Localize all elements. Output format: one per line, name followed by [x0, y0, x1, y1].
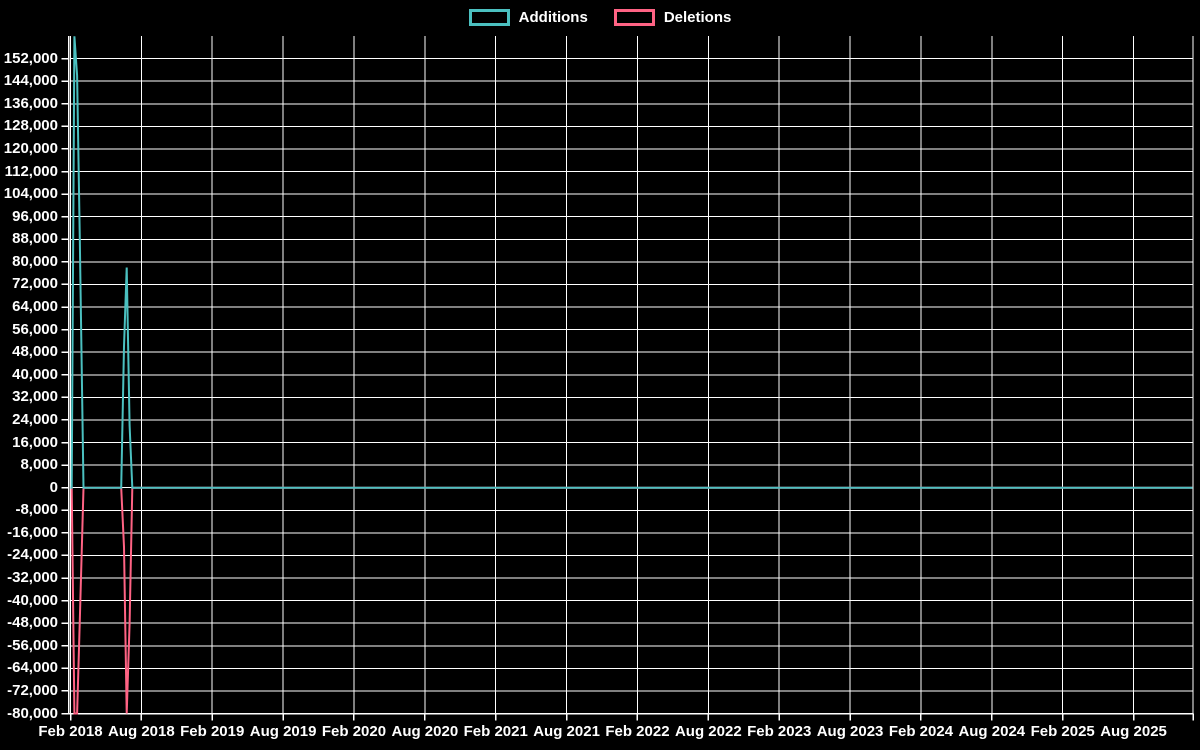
y-tick-label: 128,000: [3, 117, 58, 135]
y-tick-label: 32,000: [12, 388, 58, 406]
x-tick-label: Aug 2020: [391, 723, 459, 740]
y-tick-label: 0: [49, 478, 58, 496]
deletions-swatch-icon: [613, 8, 655, 26]
y-tick-label: 8,000: [20, 456, 58, 474]
legend-label-deletions: Deletions: [663, 8, 732, 26]
legend-label-additions: Additions: [518, 8, 588, 26]
x-tick-label: Feb 2023: [747, 723, 812, 740]
x-tick-label: Aug 2019: [249, 723, 317, 740]
y-tick-label: -8,000: [15, 501, 58, 519]
y-tick-label: -56,000: [7, 636, 58, 654]
y-tick-label: 16,000: [12, 433, 58, 451]
additions-swatch-icon: [468, 8, 510, 26]
x-tick-label: Aug 2022: [674, 723, 742, 740]
x-tick-label: Feb 2019: [180, 723, 245, 740]
x-tick-label: Feb 2018: [38, 723, 103, 740]
y-tick-label: 24,000: [12, 410, 58, 428]
x-tick-label: Aug 2024: [958, 723, 1026, 740]
series-line-additions: [70, 36, 1193, 489]
x-tick-label: Aug 2025: [1100, 723, 1167, 740]
y-tick-label: 120,000: [3, 139, 58, 157]
y-tick-label: 112,000: [4, 162, 58, 180]
y-tick-label: -40,000: [7, 591, 58, 609]
x-tick-label: Aug 2023: [816, 723, 884, 740]
y-tick-label: -24,000: [7, 546, 58, 564]
y-tick-label: -16,000: [7, 523, 58, 541]
x-tick-label: Feb 2022: [605, 723, 670, 740]
y-tick-label: -64,000: [7, 659, 58, 677]
x-tick-label: Aug 2018: [108, 723, 175, 740]
y-tick-label: 136,000: [3, 94, 58, 112]
y-tick-label: -32,000: [7, 569, 58, 586]
y-tick-label: 88,000: [12, 230, 58, 248]
y-tick-label: -72,000: [7, 681, 58, 699]
y-tick-label: -80,000: [7, 704, 58, 722]
legend-item-deletions[interactable]: Deletions: [613, 8, 732, 26]
y-tick-label: 144,000: [3, 72, 58, 90]
y-tick-label: 56,000: [12, 320, 58, 338]
y-tick-label: 40,000: [12, 365, 58, 383]
x-tick-label: Aug 2021: [533, 723, 600, 740]
y-tick-label: 80,000: [12, 252, 58, 270]
y-tick-label: 48,000: [12, 343, 58, 361]
y-tick-label: 96,000: [12, 207, 58, 225]
x-tick-label: Feb 2024: [888, 723, 954, 740]
x-tick-label: Feb 2021: [463, 723, 528, 740]
y-tick-label: 72,000: [12, 275, 58, 293]
x-tick-label: Feb 2020: [321, 723, 387, 740]
y-tick-label: -48,000: [7, 614, 58, 632]
y-tick-label: 104,000: [3, 185, 58, 203]
y-tick-label: 64,000: [12, 298, 58, 315]
legend-item-additions[interactable]: Additions: [468, 8, 588, 26]
x-tick-label: Feb 2025: [1030, 723, 1095, 740]
legend: Additions Deletions: [0, 6, 1200, 28]
y-tick-label: 152,000: [3, 49, 58, 67]
